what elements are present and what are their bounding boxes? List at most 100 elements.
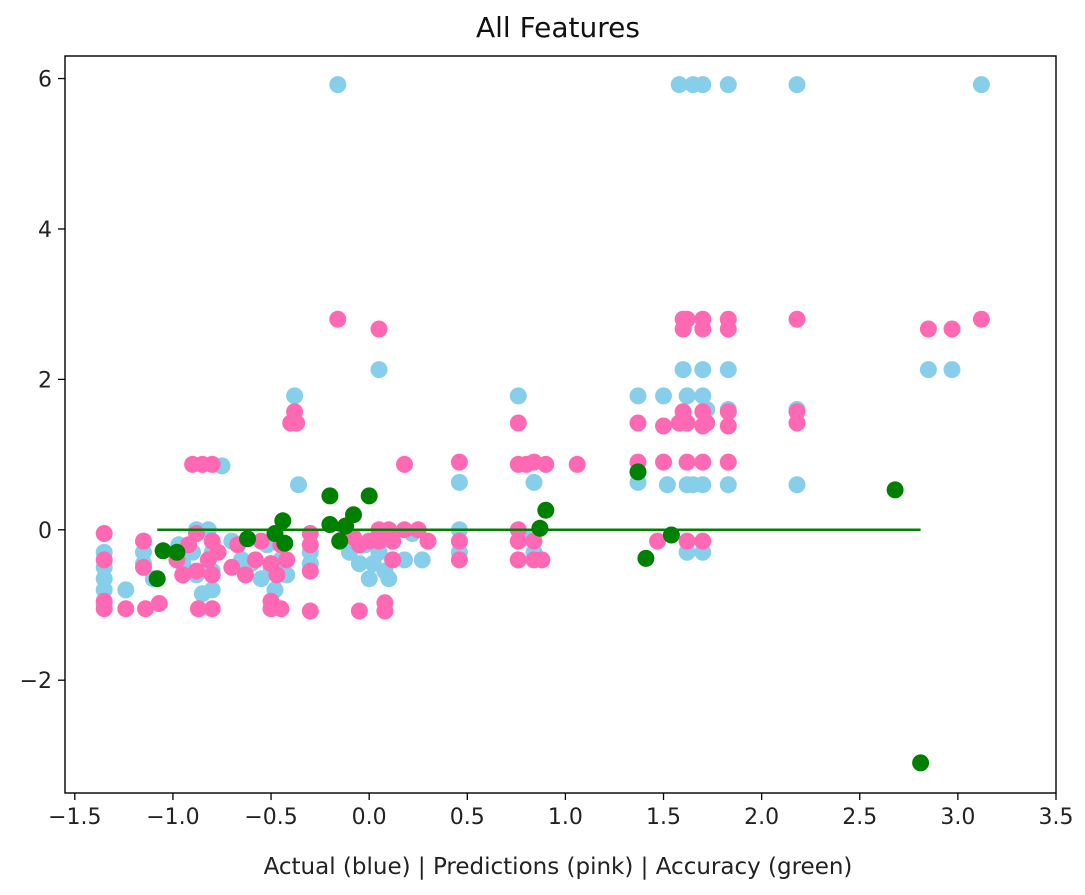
actual-point-33 (329, 76, 347, 94)
accuracy-point-6 (276, 534, 294, 552)
actual-point-60 (670, 76, 688, 94)
predictions-point-98 (719, 417, 737, 435)
actual-point-43 (380, 570, 398, 588)
predictions-point-85 (678, 414, 696, 432)
predictions-point-102 (788, 414, 806, 432)
y-tick-label-0: −2 (20, 669, 52, 694)
predictions-point-55 (384, 551, 402, 569)
predictions-point-41 (301, 602, 319, 620)
predictions-point-60 (450, 453, 468, 471)
predictions-point-14 (188, 562, 205, 580)
predictions-point-54 (384, 532, 402, 550)
predictions-point-31 (268, 566, 286, 584)
predictions-point-92 (694, 453, 712, 471)
predictions-point-10 (174, 566, 192, 584)
y-axis: −2 0 2 4 6 (20, 68, 65, 694)
plot-frame (64, 55, 1057, 794)
predictions-point-15 (189, 600, 207, 618)
predictions-point-89 (694, 320, 712, 338)
predictions-point-84 (678, 310, 696, 328)
actual-point-57 (629, 387, 647, 405)
series-accuracy (148, 463, 930, 772)
actual-point-61 (674, 361, 692, 379)
actual-point-76 (719, 476, 737, 494)
predictions-point-27 (252, 532, 270, 550)
predictions-point-63 (509, 414, 527, 432)
actual-point-30 (290, 476, 307, 494)
predictions-point-56 (396, 455, 413, 473)
predictions-point-26 (246, 551, 264, 569)
accuracy-point-7 (321, 487, 339, 505)
accuracy-point-2 (168, 543, 186, 561)
accuracy-point-16 (637, 549, 655, 567)
actual-point-51 (509, 387, 527, 405)
predictions-point-5 (135, 532, 152, 550)
accuracy-point-11 (345, 506, 362, 524)
predictions-point-75 (629, 414, 647, 432)
actual-point-23 (252, 570, 270, 588)
actual-point-74 (719, 361, 737, 379)
actual-point-58 (655, 387, 672, 405)
accuracy-point-18 (886, 481, 904, 499)
x-tick-label-2: −0.5 (244, 805, 297, 830)
x-tick-label-9: 3.0 (940, 805, 975, 830)
predictions-point-72 (533, 551, 551, 569)
predictions-point-6 (135, 558, 152, 576)
x-tick-label-5: 1.0 (548, 805, 583, 830)
predictions-point-13 (188, 525, 205, 542)
x-axis-label: Actual (blue) | Predictions (pink) | Acc… (264, 854, 853, 880)
y-tick-label-4: 6 (38, 68, 52, 93)
actual-point-5 (117, 581, 135, 599)
predictions-point-96 (719, 320, 737, 338)
predictions-point-66 (509, 532, 527, 550)
predictions-point-105 (972, 310, 990, 328)
predictions-point-3 (95, 600, 113, 618)
accuracy-point-8 (321, 516, 339, 533)
x-tick-label-10: 3.5 (1039, 805, 1074, 830)
predictions-point-93 (694, 532, 712, 550)
actual-point-18 (203, 581, 221, 599)
predictions-point-39 (301, 536, 319, 554)
predictions-point-8 (150, 595, 168, 612)
actual-point-81 (943, 361, 961, 379)
predictions-point-23 (223, 558, 241, 576)
predictions-point-1 (95, 551, 113, 569)
predictions-point-86 (678, 453, 696, 471)
predictions-point-87 (678, 532, 696, 550)
x-tick-label-6: 1.5 (646, 805, 681, 830)
predictions-point-48 (370, 320, 388, 338)
actual-point-54 (525, 473, 543, 491)
x-tick-label-7: 2.0 (744, 805, 779, 830)
predictions-point-77 (649, 532, 667, 550)
predictions-point-97 (719, 403, 737, 421)
predictions-point-73 (537, 455, 555, 473)
y-tick-label-2: 2 (38, 368, 52, 393)
predictions-point-50 (370, 532, 388, 550)
actual-point-67 (694, 76, 712, 94)
predictions-point-32 (272, 600, 290, 618)
predictions-point-78 (655, 417, 672, 435)
predictions-point-79 (655, 453, 672, 471)
actual-point-45 (396, 551, 413, 569)
x-tick-label-0: −1.5 (48, 805, 101, 830)
predictions-point-42 (329, 310, 347, 328)
predictions-point-100 (788, 310, 806, 328)
x-tick-label-3: 0.0 (352, 805, 387, 830)
actual-point-73 (719, 76, 737, 94)
predictions-point-4 (117, 600, 135, 618)
predictions-point-67 (509, 551, 527, 569)
predictions-point-62 (450, 551, 468, 569)
predictions-point-7 (137, 600, 154, 618)
actual-point-40 (370, 361, 388, 379)
x-tick-label-4: 0.5 (450, 805, 485, 830)
accuracy-point-0 (148, 570, 166, 588)
actual-point-59 (658, 476, 676, 494)
actual-point-29 (286, 387, 304, 405)
predictions-point-94 (698, 414, 716, 432)
predictions-point-46 (350, 602, 368, 620)
actual-point-62 (678, 387, 696, 405)
x-tick-label-1: −1.0 (146, 805, 199, 830)
actual-point-38 (360, 570, 378, 588)
accuracy-point-15 (629, 463, 647, 481)
